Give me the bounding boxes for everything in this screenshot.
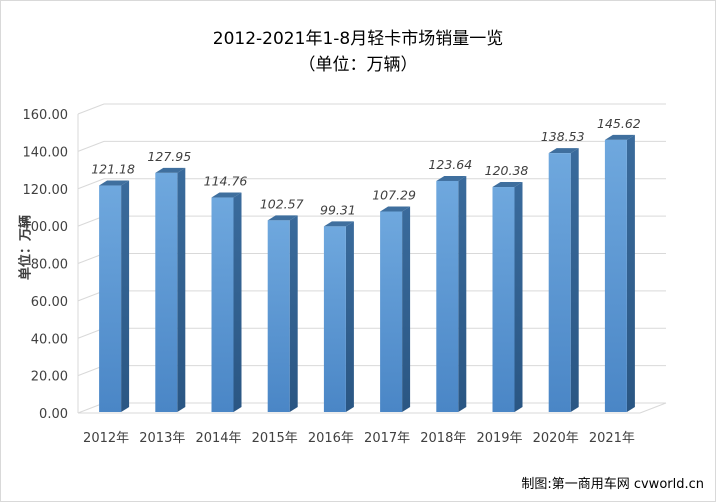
data-label: 120.38 xyxy=(485,163,529,178)
y-tick-label: 40.00 xyxy=(31,332,68,347)
x-tick-label: 2015年 xyxy=(252,431,298,446)
bar xyxy=(155,172,178,412)
y-tick-label: 60.00 xyxy=(31,295,68,310)
y-tick-label: 0.00 xyxy=(39,407,68,422)
data-label: 145.62 xyxy=(597,116,641,131)
bar xyxy=(323,226,346,412)
x-tick-label: 2017年 xyxy=(364,431,410,446)
bar-top xyxy=(436,175,467,181)
x-tick-label: 2012年 xyxy=(83,431,129,446)
gridline-side xyxy=(77,178,105,190)
data-label: 99.31 xyxy=(320,202,356,217)
bar-top xyxy=(99,180,130,186)
y-tick-label: 80.00 xyxy=(31,258,68,273)
x-tick-label: 2020年 xyxy=(533,431,579,446)
data-label: 107.29 xyxy=(372,188,416,203)
y-tick-label: 160.00 xyxy=(23,108,69,123)
bar-side xyxy=(233,192,242,412)
bar-side xyxy=(177,167,186,412)
bar xyxy=(99,185,122,412)
bar-top xyxy=(380,206,411,212)
bar xyxy=(211,197,234,412)
bar-top xyxy=(155,167,186,173)
bar-side xyxy=(345,221,354,412)
gridline-side xyxy=(77,140,105,152)
y-tick-label: 20.00 xyxy=(31,370,68,385)
chart-subtitle: （单位：万辆） xyxy=(298,55,418,75)
data-label: 114.76 xyxy=(204,174,248,189)
bar-side xyxy=(458,175,467,412)
gridline-side xyxy=(77,103,105,115)
x-tick-label: 2019年 xyxy=(476,431,522,446)
bar-side xyxy=(289,215,298,412)
bar xyxy=(604,139,627,412)
data-label: 123.64 xyxy=(428,157,472,172)
bar-side xyxy=(121,180,130,412)
bar-top xyxy=(604,134,635,140)
x-tick-label: 2014年 xyxy=(195,431,241,446)
bar xyxy=(267,220,290,412)
chart-credit: 制图:第一商用车网 cvworld.cn xyxy=(521,477,704,492)
y-tick-label: 100.00 xyxy=(23,220,69,235)
data-label: 102.57 xyxy=(260,196,304,211)
x-tick-label: 2013年 xyxy=(139,431,185,446)
floor-right-edge xyxy=(639,402,667,414)
data-label: 127.95 xyxy=(147,149,191,164)
bar xyxy=(436,180,459,412)
bar xyxy=(548,153,571,412)
data-label: 121.18 xyxy=(91,162,135,177)
bar-top xyxy=(548,148,579,154)
bar-top xyxy=(211,192,242,198)
y-tick-label: 140.00 xyxy=(23,145,69,160)
x-tick-label: 2018年 xyxy=(420,431,466,446)
bar-top xyxy=(492,182,523,188)
data-label: 138.53 xyxy=(541,129,585,144)
bar-side xyxy=(570,148,579,412)
x-tick-label: 2021年 xyxy=(589,431,635,446)
y-tick-label: 120.00 xyxy=(23,183,69,198)
bar-top xyxy=(267,215,298,221)
bar-side xyxy=(626,134,635,412)
x-tick-label: 2016年 xyxy=(308,431,354,446)
bar-side xyxy=(402,206,411,412)
bar-side xyxy=(514,182,523,412)
bar xyxy=(492,187,515,412)
bar-top xyxy=(323,221,354,227)
bar xyxy=(380,211,403,412)
chart-title: 2012-2021年1-8月轻卡市场销量一览 xyxy=(212,29,504,49)
